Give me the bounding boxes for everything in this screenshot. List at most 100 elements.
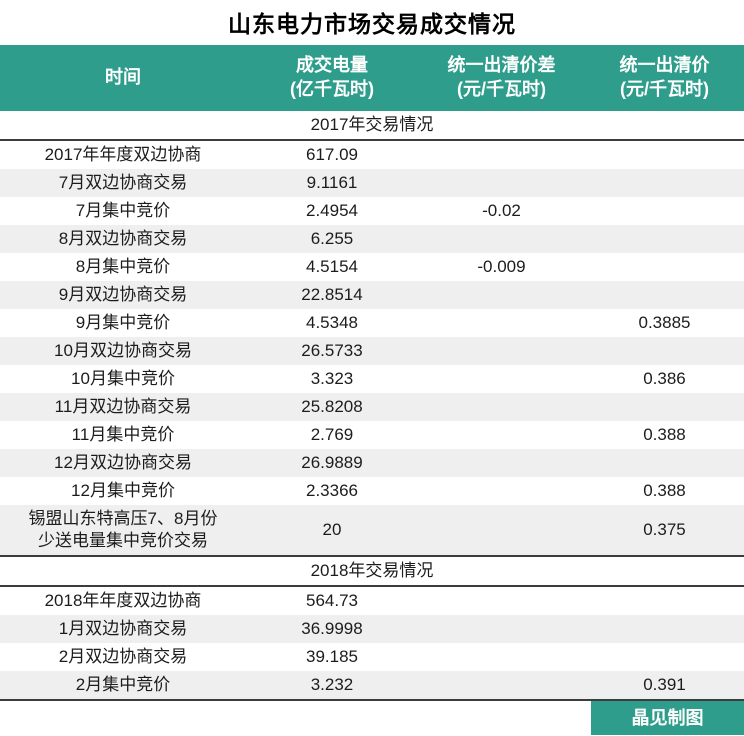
volume-cell: 39.185 [306, 647, 358, 666]
col-header-price-diff-unit: (元/千瓦时) [457, 79, 546, 99]
time-cell: 9月双边协商交易 [0, 281, 246, 309]
price-diff-cell [418, 643, 585, 671]
table-row: 7月双边协商交易 9.1161 [0, 169, 744, 197]
time-cell: 10月集中竞价 [71, 369, 175, 388]
price-cell: 0.391 [585, 671, 744, 701]
col-header-time-label: 时间 [105, 67, 141, 87]
table-row: 2月集中竞价 3.232 0.391 [0, 671, 744, 701]
price-cell: 0.3885 [638, 313, 691, 332]
page-title: 山东电力市场交易成交情况 [228, 11, 516, 37]
price-cell [585, 586, 744, 615]
price-cell [585, 197, 744, 225]
col-header-price-unit: (元/千瓦时) [620, 79, 709, 99]
price-cell: 0.375 [585, 505, 744, 556]
table-row: 2017年年度双边协商 617.09 [0, 140, 744, 169]
volume-cell: 9.1161 [246, 169, 418, 197]
time-cell: 12月双边协商交易 [0, 449, 246, 477]
price-diff-cell [418, 337, 585, 365]
price-cell [585, 337, 744, 365]
table-row: 9月集中竞价 4.5348 0.3885 [0, 309, 744, 337]
price-cell [585, 225, 744, 253]
price-cell [585, 393, 744, 421]
volume-cell: 3.323 [310, 369, 354, 388]
col-header-volume-unit: (亿千瓦时) [290, 79, 374, 99]
time-cell: 11月双边协商交易 [0, 393, 246, 421]
table-row: 12月集中竞价 2.3366 0.388 [0, 477, 744, 505]
time-cell: 锡盟山东特高压7、8月份 少送电量集中竞价交易 [0, 505, 246, 556]
volume-cell: 2.4954 [306, 201, 358, 220]
table-footer: 晶见制图 [0, 701, 744, 735]
price-diff-cell [418, 309, 585, 337]
table-body: 2017年交易情况 2017年年度双边协商 617.09 7月双边协商交易 9.1161… [0, 111, 744, 701]
table-row: 8月双边协商交易 6.255 [0, 225, 744, 253]
col-header-price-diff: 统一出清价差 (元/千瓦时) [418, 45, 585, 111]
price-diff-cell [418, 365, 585, 393]
col-header-volume-label: 成交电量 [296, 55, 368, 75]
volume-cell: 564.73 [306, 591, 358, 610]
volume-cell: 3.232 [246, 671, 418, 701]
volume-cell: 26.9889 [246, 449, 418, 477]
time-cell: 2月集中竞价 [0, 671, 246, 701]
col-header-price-label: 统一出清价 [619, 55, 710, 75]
col-header-volume: 成交电量 (亿千瓦时) [246, 45, 418, 111]
price-cell [585, 253, 744, 281]
col-header-time: 时间 [0, 45, 246, 111]
section-header-label: 2018年交易情况 [0, 555, 744, 587]
price-diff-cell [418, 449, 585, 477]
credit-badge: 晶见制图 [591, 701, 744, 735]
table-row: 11月集中竞价 2.769 0.388 [0, 421, 744, 449]
table-header: 时间 成交电量 (亿千瓦时) 统一出清价差 (元/千瓦时) 统一出清价 (元/千… [0, 45, 744, 111]
price-diff-cell [418, 225, 585, 253]
time-cell: 7月集中竞价 [75, 201, 171, 220]
table-row: 1月双边协商交易 36.9998 [0, 615, 744, 643]
table-row: 9月双边协商交易 22.8514 [0, 281, 744, 309]
time-cell: 9月集中竞价 [75, 313, 171, 332]
volume-cell: 4.5348 [306, 313, 358, 332]
time-cell: 8月集中竞价 [75, 257, 171, 276]
table-row: 12月双边协商交易 26.9889 [0, 449, 744, 477]
price-cell: 0.388 [643, 481, 686, 500]
time-cell: 1月双边协商交易 [0, 615, 246, 643]
volume-cell: 4.5154 [306, 257, 358, 276]
time-cell: 8月双边协商交易 [0, 225, 246, 253]
time-cell: 2月双边协商交易 [58, 647, 188, 666]
time-cell: 2017年年度双边协商 [44, 145, 202, 164]
price-diff-cell [418, 671, 585, 701]
time-cell: 10月双边协商交易 [0, 337, 246, 365]
price-diff-cell [418, 393, 585, 421]
section-header-label: 2017年交易情况 [0, 111, 744, 141]
price-diff-cell [418, 421, 585, 449]
volume-cell: 25.8208 [246, 393, 418, 421]
price-cell [585, 615, 744, 643]
price-cell [585, 281, 744, 309]
price-cell: 0.386 [643, 369, 686, 388]
table-row: 10月双边协商交易 26.5733 [0, 337, 744, 365]
section-header-row: 2018年交易情况 [0, 555, 744, 587]
price-diff-cell [418, 281, 585, 309]
volume-cell: 20 [246, 505, 418, 556]
table-row: 锡盟山东特高压7、8月份 少送电量集中竞价交易 20 0.375 [0, 505, 744, 556]
table-row: 2018年年度双边协商 564.73 [0, 586, 744, 615]
time-cell: 11月集中竞价 [71, 425, 175, 444]
price-cell: 0.388 [643, 425, 686, 444]
price-cell [585, 169, 744, 197]
price-cell [585, 643, 744, 671]
volume-cell: 26.5733 [246, 337, 418, 365]
price-diff-cell [418, 140, 585, 169]
volume-cell: 2.769 [310, 425, 354, 444]
volume-cell: 6.255 [246, 225, 418, 253]
time-cell: 12月集中竞价 [71, 481, 175, 500]
table-header-row: 时间 成交电量 (亿千瓦时) 统一出清价差 (元/千瓦时) 统一出清价 (元/千… [0, 45, 744, 111]
price-diff-cell [418, 505, 585, 556]
volume-cell: 36.9998 [246, 615, 418, 643]
col-header-price: 统一出清价 (元/千瓦时) [585, 45, 744, 111]
col-header-price-diff-label: 统一出清价差 [447, 55, 556, 75]
price-cell [585, 449, 744, 477]
section-header-row: 2017年交易情况 [0, 111, 744, 141]
price-diff-cell: -0.009 [477, 257, 526, 276]
table-row: 11月双边协商交易 25.8208 [0, 393, 744, 421]
price-diff-cell [418, 586, 585, 615]
price-diff-cell [418, 477, 585, 505]
market-data-table: 时间 成交电量 (亿千瓦时) 统一出清价差 (元/千瓦时) 统一出清价 (元/千… [0, 45, 744, 701]
volume-cell: 617.09 [306, 145, 358, 164]
